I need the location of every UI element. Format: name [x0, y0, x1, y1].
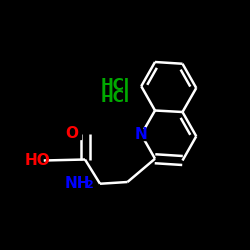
Text: NH: NH [65, 176, 90, 191]
Text: HCl: HCl [100, 90, 130, 105]
Text: N: N [135, 127, 147, 142]
Text: O: O [65, 126, 78, 141]
Bar [70, 128, 80, 140]
Bar [70, 178, 88, 190]
Text: 2: 2 [85, 180, 92, 190]
Bar [22, 154, 40, 166]
Text: HO: HO [24, 153, 50, 168]
Bar [136, 129, 147, 140]
Text: HCl: HCl [100, 78, 130, 92]
